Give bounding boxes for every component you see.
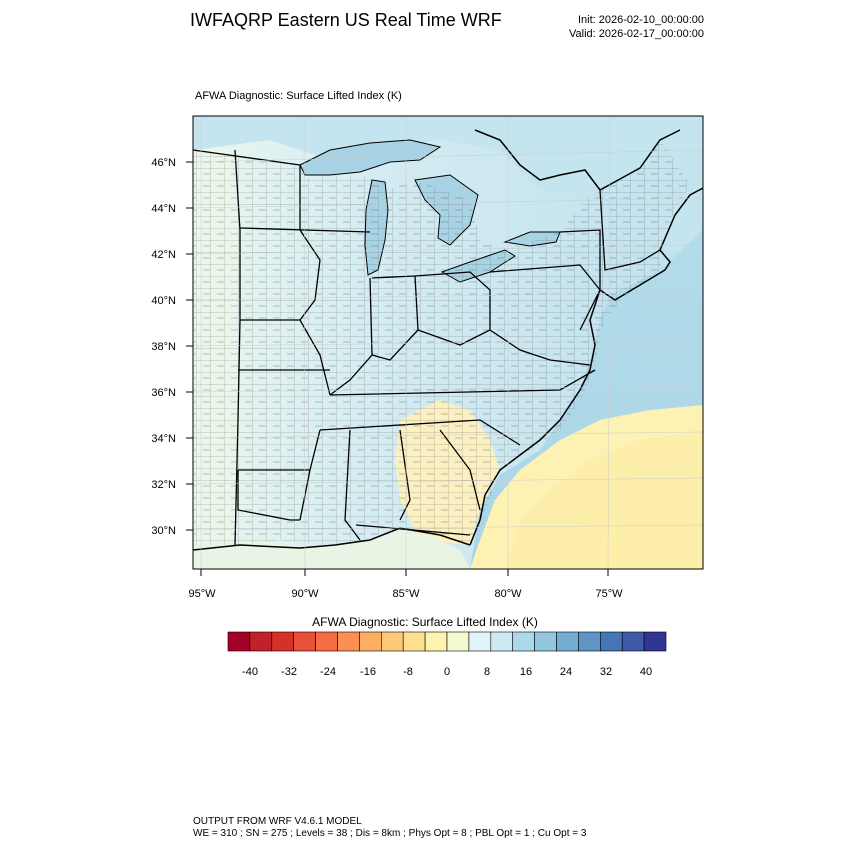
lon-label: 80°W: [494, 588, 522, 600]
colorbar-swatch: [599, 631, 623, 652]
coastlines: [193, 129, 703, 551]
colorbar-swatch: [380, 631, 404, 652]
colorbar-label: -8: [403, 666, 413, 678]
lon-label: 90°W: [291, 588, 319, 600]
map-area: [193, 116, 703, 569]
colorbar-label: -32: [281, 666, 297, 678]
lon-label: 75°W: [595, 588, 623, 600]
colorbar-label: 8: [484, 666, 490, 678]
colorbar-swatch: [337, 631, 360, 652]
colorbar-swatch: [293, 631, 316, 652]
colorbar-swatch: [249, 631, 273, 652]
colorbar-swatch: [446, 631, 470, 652]
valid-time: Valid: 2026-02-17_00:00:00: [569, 28, 704, 40]
lat-label: 38°N: [151, 341, 176, 353]
lon-label: 85°W: [392, 588, 420, 600]
colorbar-label: 16: [520, 666, 532, 678]
colorbar-swatch: [468, 631, 492, 652]
colorbar-swatch: [534, 631, 557, 652]
lake-superior: [299, 139, 442, 176]
lat-label: 36°N: [151, 387, 176, 399]
colorbar-label: 0: [444, 666, 450, 678]
lat-label: 30°N: [151, 525, 176, 537]
colorbar-label: -24: [320, 666, 336, 678]
colorbar-title: AFWA Diagnostic: Surface Lifted Index (K…: [312, 615, 538, 629]
colorbar-swatch: [512, 631, 535, 652]
colorbar-swatch: [578, 631, 601, 652]
model-footer: OUTPUT FROM WRF V4.6.1 MODEL WE = 310 ; …: [193, 816, 586, 840]
footer-line-1: OUTPUT FROM WRF V4.6.1 MODEL: [193, 816, 362, 827]
colorbar-swatch: [424, 631, 448, 652]
colorbar-label: -16: [360, 666, 376, 678]
colorbar-label: 40: [640, 666, 652, 678]
colorbar-swatch: [643, 631, 667, 652]
lat-label: 32°N: [151, 479, 176, 491]
colorbar-swatch: [271, 631, 294, 652]
colorbar-swatch: [315, 631, 338, 652]
colorbar-label: -40: [242, 666, 258, 678]
init-time: Init: 2026-02-10_00:00:00: [578, 14, 704, 26]
colorbar-swatch: [556, 631, 579, 652]
colorbar-label: 24: [560, 666, 572, 678]
main-title: IWFAQRP Eastern US Real Time WRF: [190, 10, 502, 30]
graticule: [193, 116, 703, 569]
county-boundaries: [193, 140, 690, 545]
lat-labels: 46°N 44°N 42°N 40°N 38°N 36°N 34°N 32°N …: [151, 157, 176, 537]
colorbar-swatch: [402, 631, 426, 652]
lat-label: 42°N: [151, 249, 176, 261]
gulf-field: [193, 530, 470, 569]
colorbar: [227, 631, 667, 652]
colorbar-label: 32: [600, 666, 612, 678]
colorbar-swatch: [621, 631, 645, 652]
lat-label: 44°N: [151, 203, 176, 215]
colorbar-swatch: [359, 631, 382, 652]
lon-label: 95°W: [188, 588, 216, 600]
warm-ocean-inner: [505, 430, 703, 569]
canada-field: [193, 116, 703, 260]
colorbar-labels: -40 -32 -24 -16 -8 0 8 16 24 32 40: [242, 666, 652, 678]
lat-axis: [186, 161, 193, 531]
footer-line-2: WE = 310 ; SN = 275 ; Levels = 38 ; Dis …: [193, 828, 587, 839]
lon-labels: 95°W 90°W 85°W 80°W 75°W: [188, 588, 623, 600]
lat-label: 34°N: [151, 433, 176, 445]
plot-title: AFWA Diagnostic: Surface Lifted Index (K…: [195, 90, 402, 102]
lat-label: 40°N: [151, 295, 176, 307]
lat-label: 46°N: [151, 157, 176, 169]
lon-axis: [200, 569, 609, 576]
colorbar-swatch: [490, 631, 513, 652]
map-frame: [192, 115, 704, 570]
colorbar-swatch: [227, 631, 251, 652]
run-times: Init: 2026-02-10_00:00:00 Valid: 2026-02…: [569, 13, 704, 41]
state-boundaries: [193, 149, 661, 546]
